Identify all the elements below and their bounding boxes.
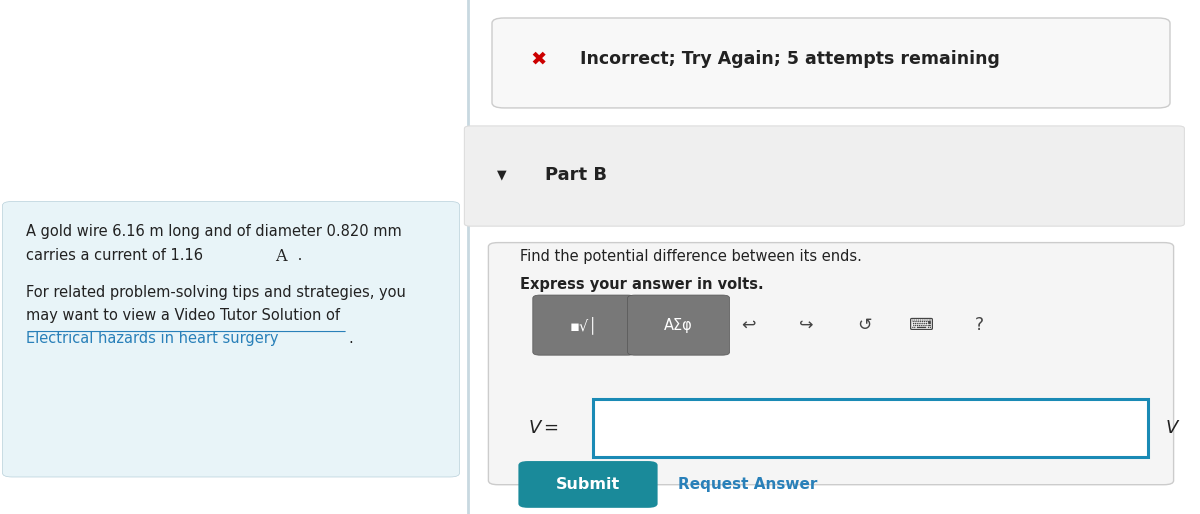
Text: .: .: [293, 248, 302, 263]
Text: .: .: [348, 331, 353, 345]
Text: For related problem-solving tips and strategies, you: For related problem-solving tips and str…: [26, 285, 407, 300]
Text: may want to view a Video Tutor Solution of: may want to view a Video Tutor Solution …: [26, 308, 341, 323]
FancyBboxPatch shape: [488, 243, 1174, 485]
Text: V: V: [1165, 419, 1177, 437]
FancyBboxPatch shape: [464, 126, 1184, 226]
Text: A gold wire 6.16 m long and of diameter 0.820 mm: A gold wire 6.16 m long and of diameter …: [26, 224, 402, 238]
Text: AΣφ: AΣφ: [665, 318, 692, 333]
FancyBboxPatch shape: [518, 461, 658, 508]
Text: ▪√│: ▪√│: [570, 316, 598, 334]
Text: ?: ?: [974, 316, 984, 334]
FancyBboxPatch shape: [2, 201, 460, 477]
Text: Electrical hazards in heart surgery: Electrical hazards in heart surgery: [26, 331, 278, 345]
FancyBboxPatch shape: [593, 399, 1148, 457]
Text: Express your answer in volts.: Express your answer in volts.: [520, 277, 763, 291]
Text: ✖: ✖: [530, 50, 547, 68]
Text: ↪: ↪: [799, 316, 814, 334]
FancyBboxPatch shape: [628, 295, 730, 355]
Text: $V =$: $V =$: [528, 419, 559, 437]
Text: Request Answer: Request Answer: [678, 477, 817, 492]
Text: ▼: ▼: [497, 168, 506, 181]
Text: Submit: Submit: [556, 477, 620, 492]
Text: ↺: ↺: [857, 316, 871, 334]
Text: carries a current of 1.16: carries a current of 1.16: [26, 248, 208, 263]
Text: Part B: Part B: [545, 166, 607, 184]
Text: Incorrect; Try Again; 5 attempts remaining: Incorrect; Try Again; 5 attempts remaini…: [580, 50, 1000, 68]
Text: ↩: ↩: [742, 316, 756, 334]
Text: Find the potential difference between its ends.: Find the potential difference between it…: [520, 249, 862, 264]
FancyBboxPatch shape: [492, 18, 1170, 108]
FancyBboxPatch shape: [533, 295, 635, 355]
Text: A: A: [275, 248, 287, 265]
Text: ⌨: ⌨: [910, 316, 934, 334]
